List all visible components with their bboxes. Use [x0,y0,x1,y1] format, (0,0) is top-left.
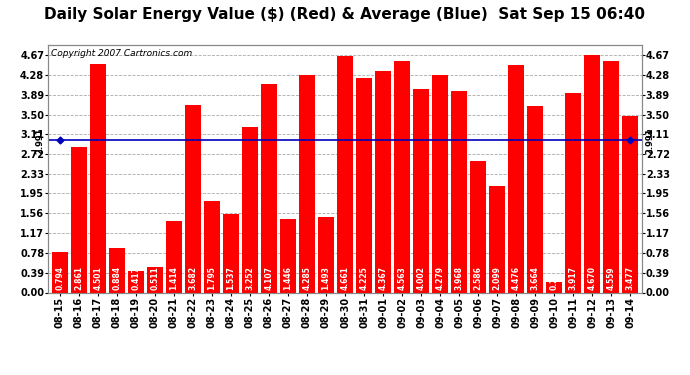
Bar [109,248,125,292]
Bar [185,105,201,292]
Text: 2.991: 2.991 [35,127,44,154]
Text: 2.586: 2.586 [473,266,482,290]
Text: 2.099: 2.099 [493,266,502,290]
Bar [70,147,87,292]
Bar [52,252,68,292]
Bar [394,61,410,292]
Bar [299,75,315,292]
Bar [489,186,505,292]
Bar [90,64,106,292]
Text: Daily Solar Energy Value ($) (Red) & Average (Blue)  Sat Sep 15 06:40: Daily Solar Energy Value ($) (Red) & Ave… [44,8,646,22]
Text: 4.559: 4.559 [607,266,615,290]
Text: 4.367: 4.367 [379,266,388,290]
Bar [280,219,296,292]
Bar [527,106,543,292]
Text: 4.661: 4.661 [340,266,350,290]
Text: 0.417: 0.417 [131,266,140,290]
Text: 4.285: 4.285 [302,266,311,290]
Text: 0.884: 0.884 [112,266,121,290]
Bar [241,127,258,292]
Bar [128,271,144,292]
Text: 3.664: 3.664 [531,266,540,290]
Text: Copyright 2007 Cartronics.com: Copyright 2007 Cartronics.com [51,49,193,58]
Text: 0.794: 0.794 [55,266,64,290]
Bar [603,61,620,292]
Text: 3.252: 3.252 [246,266,255,290]
Text: 4.002: 4.002 [417,266,426,290]
Text: 4.501: 4.501 [93,266,102,290]
Bar [432,75,448,292]
Bar [337,56,353,292]
Text: 3.917: 3.917 [569,266,578,290]
Text: 1.537: 1.537 [226,266,235,290]
Bar [147,267,163,292]
Bar [413,89,429,292]
Bar [375,70,391,292]
Bar [261,84,277,292]
Text: 1.414: 1.414 [169,266,178,290]
Bar [470,161,486,292]
Text: 3.477: 3.477 [626,266,635,290]
Bar [622,116,638,292]
Text: 4.225: 4.225 [359,266,368,290]
Bar [565,93,581,292]
Bar [204,201,220,292]
Text: 1.493: 1.493 [322,266,331,290]
Text: 2.991: 2.991 [646,127,655,154]
Text: 4.476: 4.476 [512,266,521,290]
Bar [584,55,600,292]
Bar [223,214,239,292]
Bar [356,78,372,292]
Text: 0.214: 0.214 [550,266,559,290]
Bar [508,65,524,292]
Bar [546,282,562,292]
Text: 0.511: 0.511 [150,266,159,290]
Text: 2.861: 2.861 [75,266,83,290]
Text: 4.279: 4.279 [435,266,444,290]
Text: 1.446: 1.446 [284,266,293,290]
Text: 1.795: 1.795 [208,266,217,290]
Text: 4.563: 4.563 [397,266,406,290]
Bar [166,220,182,292]
Bar [318,217,334,292]
Text: 4.107: 4.107 [264,266,273,290]
Text: 3.682: 3.682 [188,266,197,290]
Bar [451,91,467,292]
Text: 4.670: 4.670 [588,266,597,290]
Text: 3.968: 3.968 [455,266,464,290]
